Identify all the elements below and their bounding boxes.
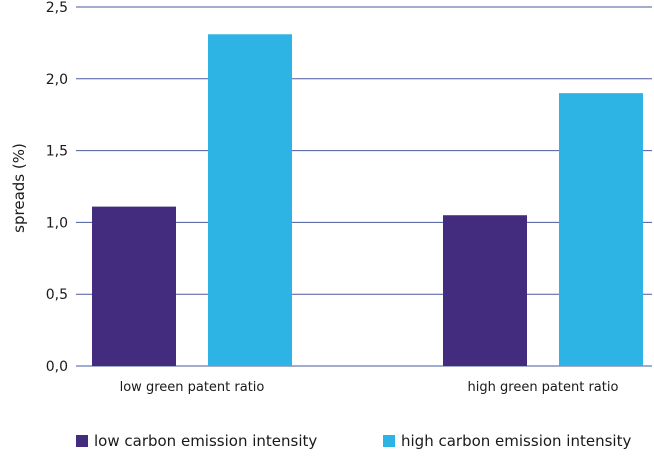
bar bbox=[92, 206, 176, 366]
y-tick-label: 2,0 bbox=[46, 72, 68, 88]
y-axis-ticks: 0,0 0,5 1,0 1,5 2,0 2,5 bbox=[46, 0, 68, 375]
bar bbox=[208, 34, 292, 367]
y-tick-label: 0,0 bbox=[46, 359, 68, 375]
legend-swatch-icon bbox=[383, 435, 395, 447]
legend-label: high carbon emission intensity bbox=[401, 432, 632, 450]
y-axis-label: spreads (%) bbox=[10, 143, 28, 233]
bar bbox=[443, 215, 527, 366]
y-tick-label: 1,5 bbox=[46, 144, 68, 160]
bars bbox=[92, 34, 643, 367]
x-tick-label: high green patent ratio bbox=[468, 380, 619, 395]
x-axis-ticks: low green patent ratio high green patent … bbox=[120, 380, 619, 395]
bar-chart: 0,0 0,5 1,0 1,5 2,0 2,5 low green patent rati… bbox=[10, 0, 652, 395]
y-tick-label: 0,5 bbox=[46, 287, 68, 303]
legend: low carbon emission intensity high carbo… bbox=[0, 432, 654, 456]
y-tick-label: 2,5 bbox=[46, 0, 68, 16]
y-tick-label: 1,0 bbox=[46, 215, 68, 231]
legend-swatch-icon bbox=[76, 435, 88, 447]
legend-item-low-carbon: low carbon emission intensity bbox=[76, 432, 317, 450]
legend-item-high-carbon: high carbon emission intensity bbox=[383, 432, 631, 450]
x-tick-label: low green patent ratio bbox=[120, 380, 265, 395]
legend-label: low carbon emission intensity bbox=[94, 432, 318, 450]
bar bbox=[559, 93, 643, 366]
